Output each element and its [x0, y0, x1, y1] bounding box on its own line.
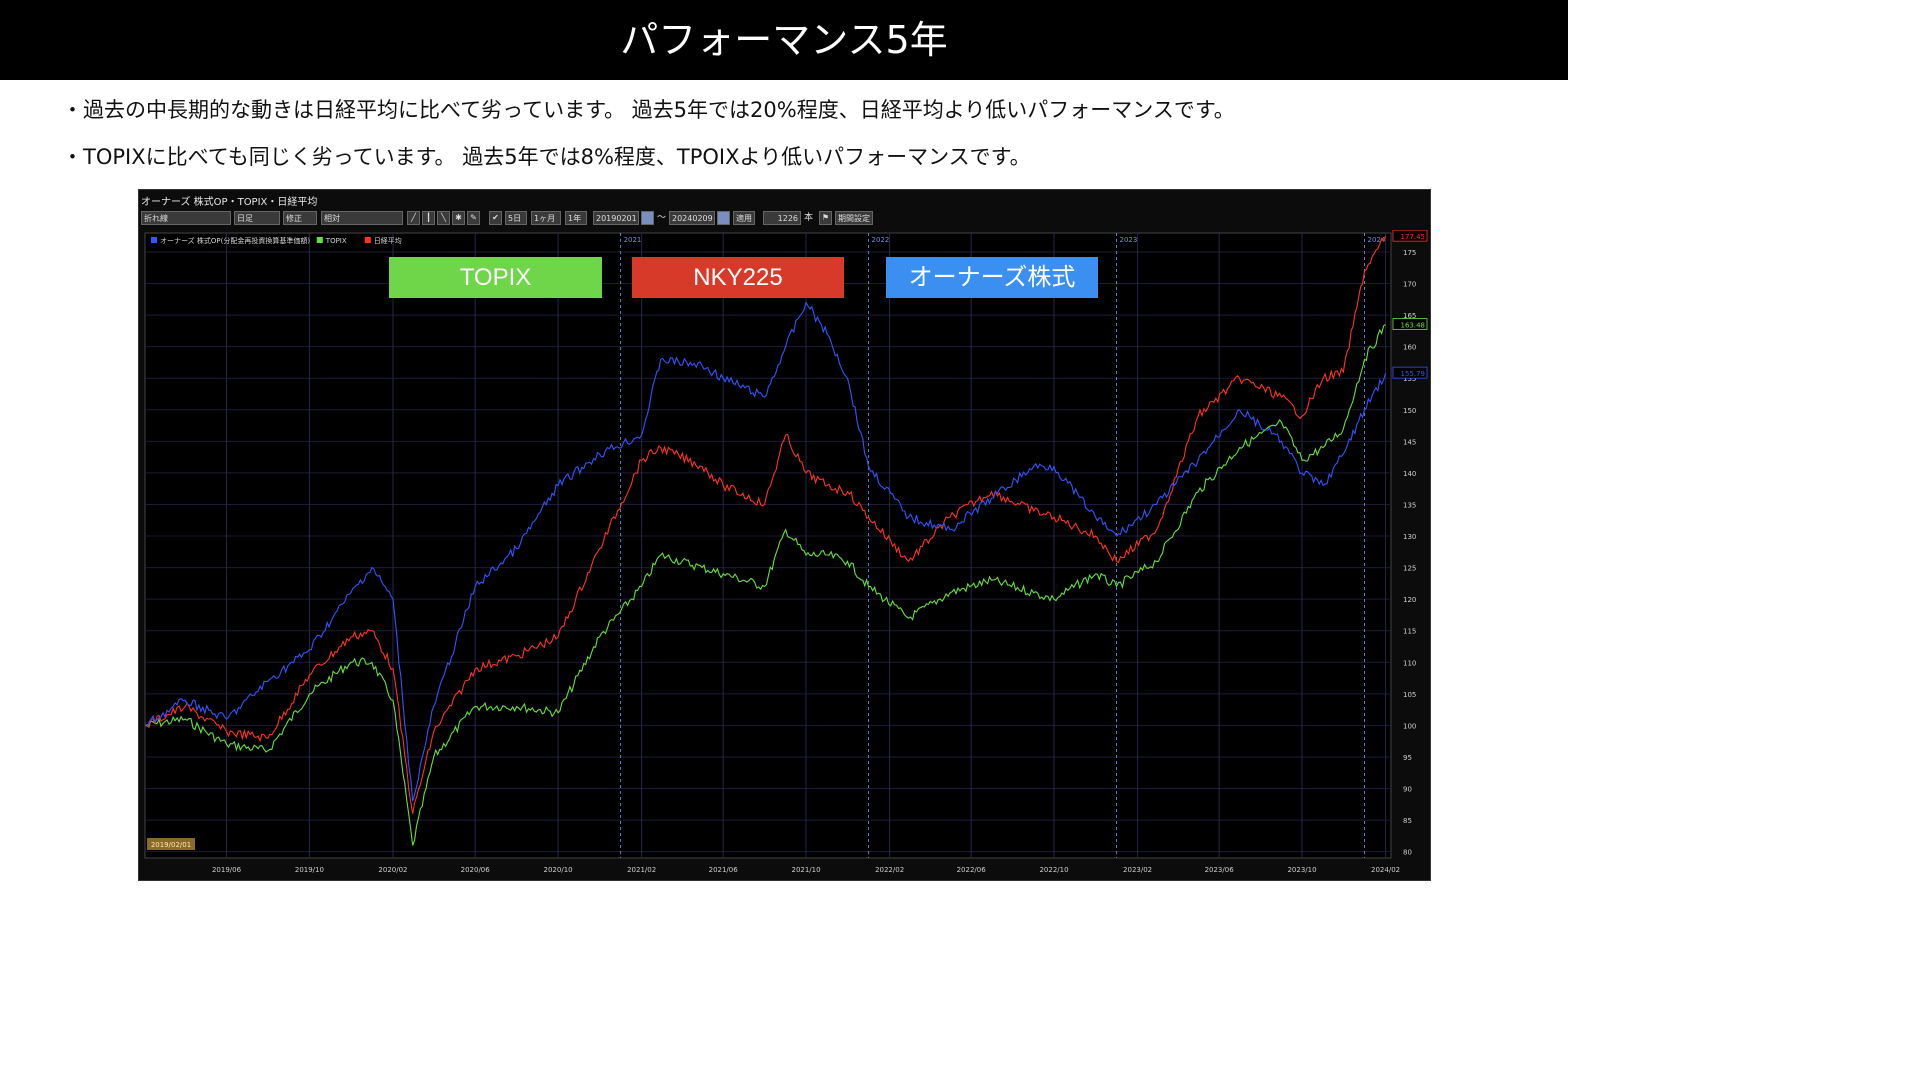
y-tick-label: 110 [1403, 659, 1416, 667]
y-tick-label: 160 [1403, 344, 1416, 352]
y-tick-label: 85 [1403, 817, 1412, 825]
label-box-owners: オーナーズ株式 [886, 257, 1098, 298]
last-value-label: 155.79 [1401, 370, 1426, 378]
label-box-owners-text: オーナーズ株式 [908, 264, 1076, 291]
period-settings-button[interactable]: 期間設定 [835, 211, 873, 225]
y-tick-label: 150 [1403, 407, 1416, 415]
y-tick-label: 95 [1403, 754, 1412, 762]
legend-swatch [316, 237, 323, 243]
candle-chart-icon[interactable]: ┃ [422, 211, 435, 225]
calendar-icon[interactable] [641, 211, 654, 225]
x-tick-label: 2020/10 [544, 866, 573, 874]
y-tick-label: 90 [1403, 786, 1412, 794]
y-tick-label: 125 [1403, 565, 1416, 573]
end-date-input[interactable]: 20240209 [669, 211, 715, 225]
gear-icon[interactable]: ✱ [452, 211, 465, 225]
bullet-point-1: ・過去の中長期的な動きは日経平均に比べて劣っています。 過去5年では20%程度、… [62, 98, 1235, 122]
bar-count-unit: 本 [804, 213, 814, 223]
y-tick-label: 170 [1403, 281, 1416, 289]
label-box-topix: TOPIX [389, 257, 602, 298]
compare-chart-icon[interactable]: ╲ [437, 211, 450, 225]
chart-plot: 80 85 90 95 100 105 110 115 120 125 130 135 140 145 15… [144, 230, 1428, 874]
x-tick-label: 2023/10 [1287, 866, 1316, 874]
start-marker-label: 2019/02/01 [151, 841, 191, 849]
y-tick-label: 130 [1403, 533, 1416, 541]
last-value-label: 177.45 [1401, 233, 1426, 241]
period-type-select[interactable]: 日足 [234, 211, 280, 225]
series-line-1 [144, 324, 1386, 846]
series-line-0 [144, 300, 1387, 802]
y-tick-label: 115 [1403, 628, 1416, 636]
slide-title: パフォーマンス5年 [620, 18, 948, 62]
label-box-topix-text: TOPIX [459, 264, 532, 291]
chart-toolbar: 折れ線 日足 修正 相対 ╱ ┃ ╲ ✱ ✎ ✔ 5日 1ヶ月 1年 20190… [141, 211, 1421, 227]
year-marker-label: 2024 [1368, 236, 1386, 244]
chart-window: オーナーズ 株式OP・TOPIX・日経平均 折れ線 日足 修正 相対 ╱ ┃ ╲… [138, 189, 1431, 881]
x-tick-label: 2021/02 [627, 866, 656, 874]
legend-swatch [151, 237, 157, 243]
title-bar [0, 0, 1568, 80]
calendar-icon[interactable] [717, 211, 730, 225]
chart-type-select[interactable]: 折れ線 [141, 211, 231, 225]
y-tick-label: 100 [1403, 722, 1416, 730]
x-tick-label: 2019/10 [295, 866, 324, 874]
x-tick-label: 2019/06 [212, 866, 242, 874]
x-tick-label: 2023/02 [1123, 866, 1152, 874]
start-marker-box [147, 838, 195, 850]
legend-item: TOPIX [325, 237, 347, 245]
label-box-nky225: NKY225 [632, 257, 844, 298]
x-tick-label: 2022/10 [1039, 866, 1068, 874]
legend-item: 日経平均 [374, 236, 402, 245]
checkbox-icon[interactable]: ✔ [489, 211, 502, 225]
y-tick-label: 105 [1403, 691, 1416, 699]
plot-area [144, 232, 1392, 859]
y-tick-label: 80 [1403, 849, 1412, 857]
bullet-point-2: ・TOPIXに比べても同じく劣っています。 過去5年では8%程度、TPOIXより… [62, 145, 1031, 169]
year-marker-label: 2022 [872, 236, 890, 244]
range-1y-button[interactable]: 1年 [565, 211, 587, 225]
apply-button[interactable]: 適用 [733, 211, 755, 225]
range-1m-button[interactable]: 1ヶ月 [531, 211, 561, 225]
last-value-box [1392, 230, 1428, 242]
last-value-label: 163.48 [1401, 322, 1426, 330]
date-tilde: 〜 [657, 213, 667, 223]
y-tick-label: 145 [1403, 438, 1416, 446]
range-5d-button[interactable]: 5日 [505, 211, 527, 225]
y-tick-label: 165 [1403, 312, 1416, 320]
legend-swatch [364, 237, 371, 243]
year-marker-label: 2021 [624, 236, 642, 244]
x-tick-label: 2022/06 [957, 866, 987, 874]
series-line-2 [144, 235, 1387, 814]
x-tick-label: 2020/02 [378, 866, 407, 874]
last-value-box [1392, 318, 1428, 330]
y-tick-label: 120 [1403, 596, 1416, 604]
legend-item: オーナーズ 株式OP(分配金再投資換算基準価額) [160, 236, 310, 245]
y-tick-label: 140 [1403, 470, 1416, 478]
chart-window-title: オーナーズ 株式OP・TOPIX・日経平均 [141, 197, 318, 208]
flag-icon[interactable]: ⚑ [819, 211, 832, 225]
scale-mode-select[interactable]: 相対 [321, 211, 403, 225]
x-tick-label: 2024/02 [1371, 866, 1400, 874]
x-tick-label: 2022/02 [875, 866, 904, 874]
last-value-box [1392, 366, 1428, 379]
y-tick-label: 175 [1403, 249, 1416, 257]
x-tick-label: 2023/06 [1205, 866, 1235, 874]
adjust-select[interactable]: 修正 [283, 211, 317, 225]
label-box-nky225-text: NKY225 [693, 264, 783, 291]
y-tick-label: 135 [1403, 501, 1416, 509]
start-date-input[interactable]: 20190201 [593, 211, 639, 225]
draw-tool-icon[interactable]: ✎ [467, 211, 480, 225]
x-tick-label: 2021/10 [791, 866, 820, 874]
line-chart-icon[interactable]: ╱ [407, 211, 420, 225]
year-marker-label: 2023 [1120, 236, 1138, 244]
bar-count-input[interactable]: 1226 [763, 211, 801, 225]
x-tick-label: 2020/06 [461, 866, 491, 874]
y-tick-label: 155 [1403, 375, 1416, 383]
x-tick-label: 2021/06 [709, 866, 739, 874]
